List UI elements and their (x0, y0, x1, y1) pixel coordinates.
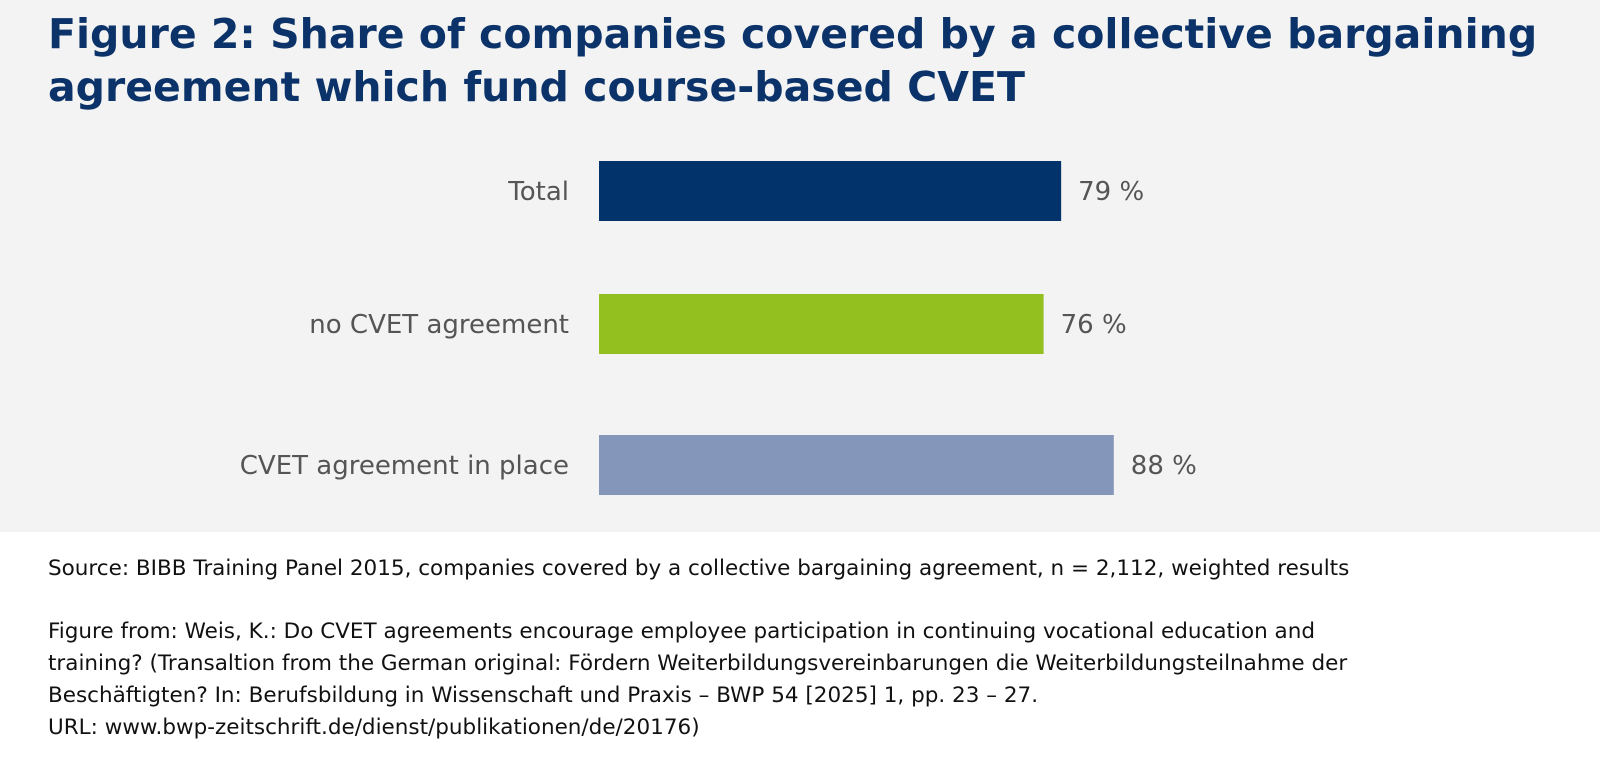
bar (599, 161, 1062, 221)
citation-line: Beschäftigten? In: Berufsbildung in Wiss… (48, 683, 1039, 708)
category-label: Total (507, 177, 569, 207)
figure-footer: Source: BIBB Training Panel 2015, compan… (48, 553, 1578, 744)
value-label: 76 % (1061, 310, 1127, 340)
chart-title-line: agreement which fund course-based CVET (48, 63, 1025, 111)
category-label: no CVET agreement (309, 310, 569, 340)
value-label: 88 % (1131, 451, 1197, 481)
category-label: CVET agreement in place (240, 451, 569, 481)
citation-line: Figure from: Weis, K.: Do CVET agreement… (48, 619, 1316, 644)
bar-chart: Total 79 % no CVET agreement 76 % CVET agree… (240, 161, 1197, 495)
value-label: 79 % (1078, 177, 1144, 207)
bar (599, 294, 1044, 354)
citation-line: URL: www.bwp-zeitschrift.de/dienst/publi… (48, 715, 700, 740)
citation-line: training? (Transaltion from the German o… (48, 651, 1348, 676)
source-note: Source: BIBB Training Panel 2015, compan… (48, 556, 1350, 581)
bar (599, 435, 1114, 495)
chart-title: Figure 2: Share of companies covered by … (48, 8, 1548, 114)
chart-title-line: Figure 2: Share of companies covered by … (48, 10, 1538, 58)
citation-note: Figure from: Weis, K.: Do CVET agreement… (48, 616, 1578, 744)
